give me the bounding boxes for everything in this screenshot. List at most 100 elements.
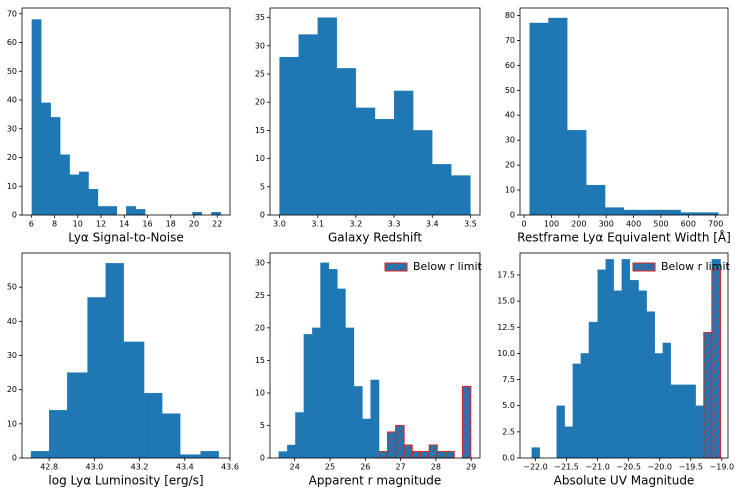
bar [451,175,471,216]
x-tick-label: 43.0 [85,463,103,472]
bar [320,262,330,459]
y-tick-label: 50 [7,283,17,292]
x-axis-label: Galaxy Redshift [328,231,422,245]
y-tick-label: 10 [255,388,265,397]
y-tick-label: 60 [505,61,515,70]
y-tick-label: 70 [505,36,515,45]
y-tick-label: 40 [7,317,17,326]
x-tick-label: 6 [29,220,34,229]
bar [613,290,622,459]
bar [403,444,413,459]
x-tick-label: −19.5 [678,463,703,472]
bar [623,209,644,216]
bar [629,280,639,459]
y-tick-label: 40 [505,111,515,120]
bar [556,405,565,459]
x-tick-label: 8 [52,220,57,229]
y-tick-label: 35 [255,13,265,22]
y-tick-label: 50 [505,86,515,95]
bar [703,331,713,459]
y-tick-label: 15 [255,356,265,365]
y-tick-label: 0 [12,454,17,463]
bar [370,379,380,459]
bar [162,413,181,459]
bar [695,405,704,459]
y-tick-label: 25 [255,291,265,300]
bar [87,297,106,459]
y-tick-label: 50 [7,67,17,76]
bar [97,206,108,216]
y-tick-label: 60 [7,38,17,47]
x-tick-label: 24 [290,463,300,472]
bar [387,431,397,459]
bar [107,206,118,216]
bar [564,426,573,459]
bar [588,321,598,459]
bar [345,327,355,459]
bar [362,418,371,459]
bar [711,269,722,459]
legend-swatch [632,262,656,272]
y-tick-label: 15 [255,126,265,135]
bar [529,22,549,216]
bar [436,450,447,459]
x-axis-label: Absolute UV Magnitude [554,474,695,488]
y-tick-label: 0 [12,211,17,220]
x-tick-label: −20.0 [647,463,672,472]
bar [646,311,655,459]
bar [88,188,99,216]
x-axis-label: Restframe Lyα Equivalent Width [Å] [517,230,731,245]
x-tick-label: 27 [395,463,405,472]
bar [337,288,346,459]
bar [567,130,587,216]
bar [180,454,201,459]
bar [374,118,395,216]
x-tick-label: −22.0 [523,463,548,472]
x-tick-label: 10 [73,220,83,229]
y-tick-label: 15.0 [497,297,515,306]
legend-label: Below r limit [661,260,730,273]
x-tick-label: 500 [653,220,668,229]
x-tick-label: 400 [626,220,641,229]
y-tick-label: 20 [255,323,265,332]
bar [654,353,663,459]
x-tick-label: 18 [166,220,176,229]
bar [445,450,455,459]
y-tick-label: 30 [255,258,265,267]
bar [670,384,680,459]
y-tick-label: 10 [505,186,515,195]
x-tick-label: 200 [571,220,586,229]
y-tick-label: 20 [7,153,17,162]
bar [135,209,146,216]
plot-frame [269,7,481,216]
bar [41,102,51,216]
legend-swatch [384,262,408,272]
x-tick-label: 3.2 [350,220,363,229]
y-tick-label: 10 [7,182,17,191]
bar [531,447,541,459]
y-tick-label: 30 [255,41,265,50]
x-tick-label: −21.0 [585,463,610,472]
y-tick-label: 5.0 [502,401,515,410]
bar [580,353,590,459]
bar [143,392,163,459]
bar [395,424,405,459]
y-tick-label: 40 [7,96,17,105]
y-tick-label: 25 [255,69,265,78]
x-tick-label: 3.4 [426,220,439,229]
y-tick-label: 0 [510,211,515,220]
x-tick-label: 300 [599,220,614,229]
y-tick-label: 5 [260,182,265,191]
bar [378,450,389,459]
y-tick-label: 0 [260,211,265,220]
bar [69,174,80,216]
bar [604,207,625,216]
bar [30,451,50,459]
x-tick-label: 3.0 [273,220,286,229]
x-tick-label: 14 [119,220,129,229]
bar [420,450,430,459]
legend-label: Below r limit [413,260,482,273]
bar [295,412,305,459]
y-tick-label: 20 [505,161,515,170]
